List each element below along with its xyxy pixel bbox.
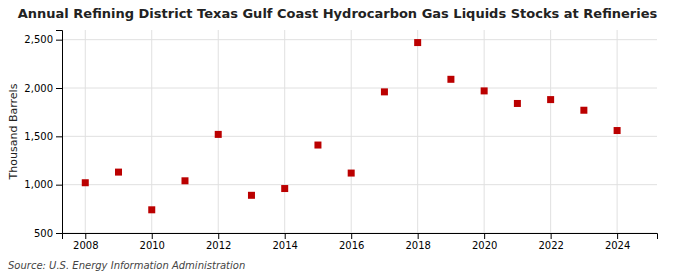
axis-line — [63, 234, 658, 240]
y-axis: 500 1,000 1,500 2,000 2,500 — [24, 31, 62, 239]
grid-line — [284, 30, 285, 233]
tick: 500 — [34, 228, 62, 239]
point — [547, 96, 554, 103]
tick: 2024 — [605, 233, 630, 251]
tick-mark — [285, 233, 286, 239]
tick-label: 1,000 — [24, 179, 53, 190]
tick-label: 2014 — [272, 240, 297, 251]
plot: 2008 2010 2012 2014 2016 2018 2020 2022 2024 500 1… — [24, 30, 657, 251]
tick-label: 2012 — [206, 240, 231, 251]
tick-label: 2016 — [339, 240, 364, 251]
grid-line — [484, 30, 485, 233]
point — [447, 76, 454, 83]
tick-label: 2022 — [538, 240, 563, 251]
x-axis: 2008 2010 2012 2014 2016 2018 2020 2022 2024 — [63, 233, 658, 251]
tick: 2012 — [206, 233, 231, 251]
tick-mark — [617, 233, 618, 239]
y-axis-title: Thousand Barrels — [7, 83, 20, 180]
tick-label: 2010 — [140, 240, 165, 251]
tick-mark — [56, 185, 62, 186]
grid-line — [550, 30, 551, 233]
tick-label: 2020 — [472, 240, 497, 251]
tick-mark — [551, 233, 552, 239]
tick-mark — [351, 233, 352, 239]
point — [580, 107, 587, 114]
point — [181, 177, 188, 184]
tick-label: 2,000 — [24, 83, 53, 94]
tick: 2018 — [405, 233, 430, 251]
tick-label: 2,500 — [24, 34, 53, 45]
tick-label: 2008 — [73, 240, 98, 251]
tick-mark — [218, 233, 219, 239]
point — [414, 39, 421, 46]
grid-line — [351, 30, 352, 233]
tick-label: 500 — [34, 228, 53, 239]
title: Annual Refining District Texas Gulf Coas… — [18, 6, 658, 21]
point — [381, 88, 388, 95]
tick-mark — [56, 136, 62, 137]
grid-line — [417, 30, 418, 233]
point — [281, 185, 288, 192]
annotation: Source: U.S. Energy Information Administ… — [8, 260, 245, 271]
tick-mark — [56, 233, 62, 234]
tick-label: 1,500 — [24, 131, 53, 142]
grid-line — [151, 30, 152, 233]
grid-line — [85, 30, 86, 233]
point — [248, 192, 255, 199]
point — [348, 170, 355, 177]
tick: 2008 — [73, 233, 98, 251]
point — [115, 169, 122, 176]
tick-label: 2018 — [405, 240, 430, 251]
point — [481, 87, 488, 94]
point — [215, 131, 222, 138]
tick: 2016 — [339, 233, 364, 251]
point — [514, 100, 521, 107]
points — [82, 39, 621, 213]
grid — [62, 30, 657, 233]
tick: 2010 — [140, 233, 165, 251]
tick: 2,500 — [24, 34, 62, 45]
tick-mark — [56, 40, 62, 41]
tick: 2022 — [538, 233, 563, 251]
point — [614, 127, 621, 134]
tick: 2014 — [272, 233, 297, 251]
tick: 2020 — [472, 233, 497, 251]
tick-mark — [418, 233, 419, 239]
tick-mark — [152, 233, 153, 239]
tick-label: 2024 — [605, 240, 630, 251]
point — [82, 179, 89, 186]
tick-mark — [484, 233, 485, 239]
tick-mark — [85, 233, 86, 239]
axis-line — [56, 31, 63, 234]
tick: 2,000 — [24, 83, 62, 94]
tick-mark — [56, 88, 62, 89]
point — [148, 206, 155, 213]
point — [314, 142, 321, 149]
tick: 1,500 — [24, 131, 62, 142]
chart: 2008 2010 2012 2014 2016 2018 2020 2022 2024 500 1… — [0, 0, 675, 275]
tick: 1,000 — [24, 179, 62, 190]
